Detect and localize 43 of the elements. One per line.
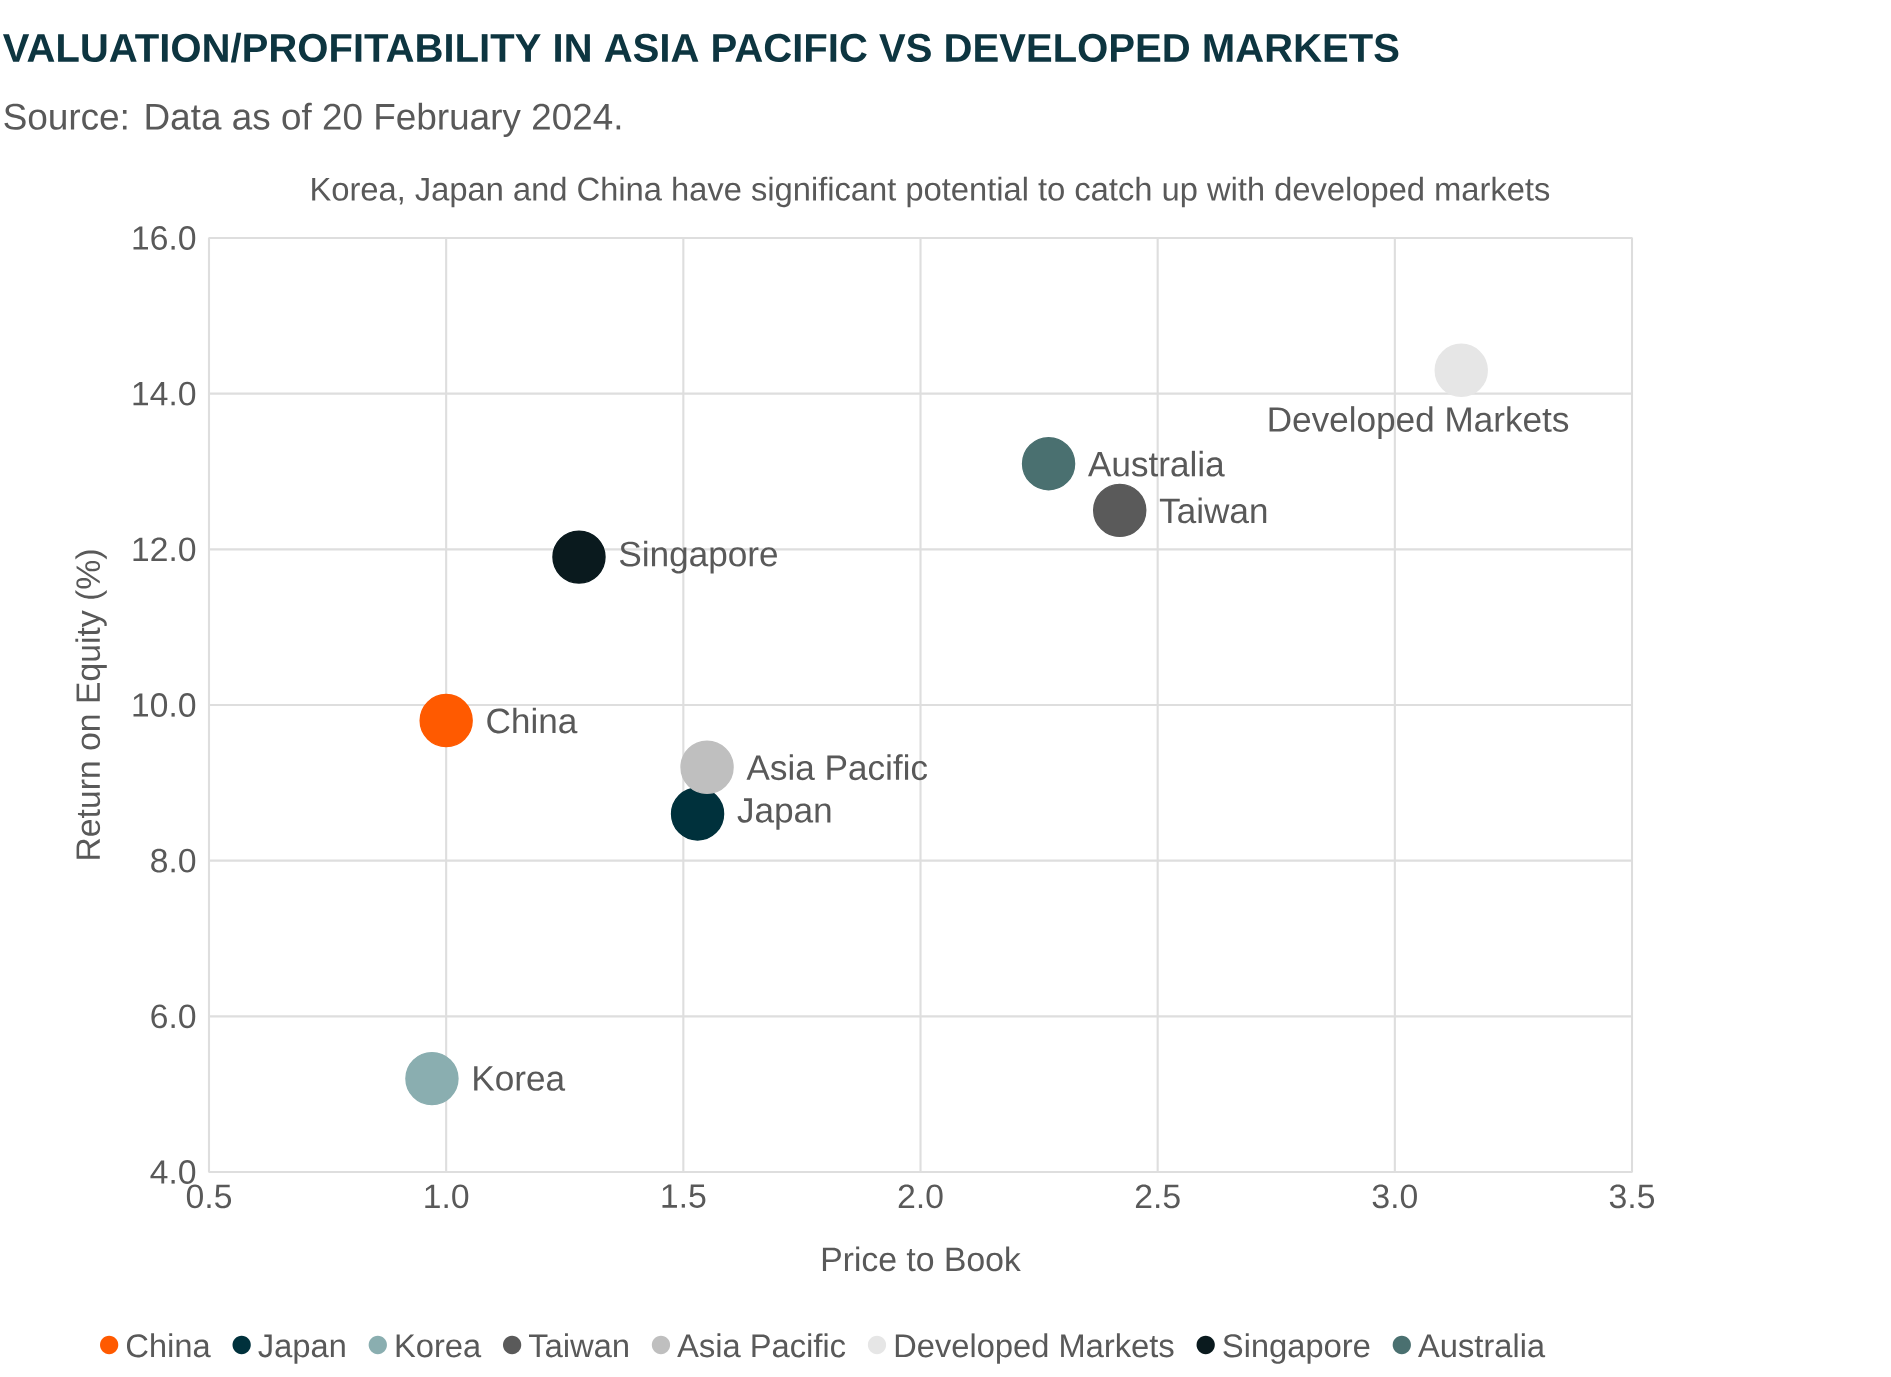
x-tick-label: 1.5 (662, 1184, 706, 1208)
x-tick-label: 3.5 (1609, 1184, 1655, 1209)
x-tick-label: 2.0 (898, 1184, 943, 1209)
y-tick-label: 8.0 (151, 848, 196, 873)
text: Taiwan (529, 1333, 628, 1358)
x-tick-label: 0.5 (186, 1184, 232, 1209)
point (1093, 483, 1147, 538)
x-tick-label: 1.0 (425, 1184, 469, 1209)
y-tick-label: 12.0 (133, 537, 196, 562)
legend-label: Japan (737, 798, 831, 830)
y-axis-title: Return on Equity (%) (75, 550, 107, 859)
text: Asia Pacific (677, 1333, 846, 1358)
text: Japan (258, 1334, 345, 1364)
point (419, 693, 473, 748)
text: China (126, 1333, 211, 1358)
chart-subtitle: Korea, Japan and China have significant potential to catch up with developed markets (312, 176, 1550, 208)
point (552, 530, 606, 584)
legend-label: Asia Pacific (746, 754, 928, 781)
legend-label: China (487, 707, 578, 734)
y-tick-label: 6.0 (151, 1004, 196, 1029)
text: Korea (396, 1334, 482, 1358)
text: Australia (1418, 1333, 1546, 1358)
y-tick-label: 16.0 (133, 226, 196, 250)
y-tick-label: 14.0 (133, 381, 196, 406)
legend-label: Singapore (619, 540, 777, 574)
x-tick-label: 3.0 (1372, 1184, 1417, 1209)
legend-label: Taiwan (1159, 497, 1267, 524)
y-tick-label: 10.0 (133, 693, 196, 717)
point (405, 1051, 459, 1106)
source-note: Source: Data as of 20 February 2024. (4, 102, 621, 138)
text: Developed Markets (1269, 406, 1569, 439)
legend-label: Developed Markets (895, 1333, 1174, 1364)
x-tick-label: 2.5 (1135, 1184, 1180, 1209)
legend-label: Korea (474, 1066, 566, 1091)
text: Singapore (1223, 1333, 1370, 1364)
point (1434, 343, 1488, 398)
legend-label: Australia (1087, 450, 1225, 477)
point (1021, 436, 1076, 491)
point (670, 787, 725, 841)
point (680, 740, 734, 794)
x-axis-title: Price to Book (822, 1246, 1021, 1272)
y-tick-label: 4.0 (150, 1160, 196, 1184)
chart-title: VALUATION/PROFITABILITY IN ASIA PACIFIC VS DEVELOPED MARKETS (2, 32, 1399, 63)
